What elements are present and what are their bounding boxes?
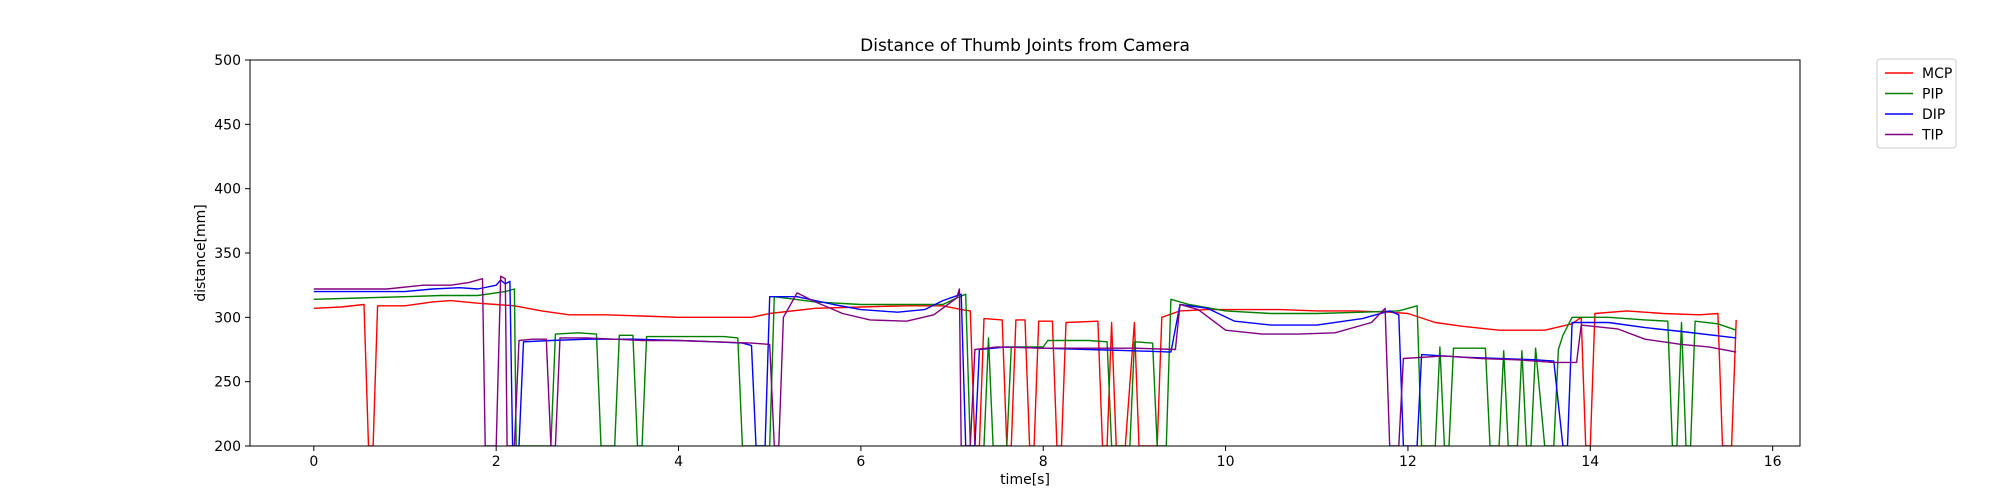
y-tick-label: 500 (214, 53, 241, 69)
y-tick-label: 250 (214, 375, 241, 391)
x-axis-label: time[s] (1000, 472, 1050, 488)
x-tick-label: 8 (1039, 454, 1048, 470)
legend-label-dip: DIP (1922, 107, 1945, 123)
legend-label-mcp: MCP (1922, 66, 1952, 82)
series-line-mcp (313, 299, 1737, 446)
y-axis-label: distance[mm] (193, 204, 209, 302)
y-axis: 200 250 300 350 400 450 500 (214, 53, 250, 455)
x-tick-label: 14 (1581, 454, 1599, 470)
legend-label-pip: PIP (1922, 87, 1943, 103)
series-line-tip (313, 275, 1737, 446)
series-line-pip (313, 288, 1737, 446)
chart-title: Distance of Thumb Joints from Camera (860, 36, 1190, 56)
y-tick-label: 450 (214, 117, 241, 133)
x-tick-label: 4 (674, 454, 683, 470)
y-tick-label: 350 (214, 246, 241, 262)
x-tick-label: 16 (1764, 454, 1782, 470)
y-tick-label: 300 (214, 310, 241, 326)
x-tick-label: 6 (856, 454, 865, 470)
x-axis: 0 2 4 6 8 10 12 14 16 (309, 446, 1782, 470)
x-tick-label: 12 (1399, 454, 1417, 470)
legend-frame (1876, 58, 1957, 149)
y-tick-label: 200 (214, 439, 241, 455)
x-tick-label: 0 (309, 454, 318, 470)
series-layer (313, 275, 1737, 446)
y-tick-label: 400 (214, 182, 241, 198)
legend: MCP PIP DIP TIP (1876, 58, 1957, 149)
legend-label-tip: TIP (1921, 128, 1943, 144)
x-tick-label: 10 (1217, 454, 1235, 470)
x-tick-label: 2 (492, 454, 501, 470)
